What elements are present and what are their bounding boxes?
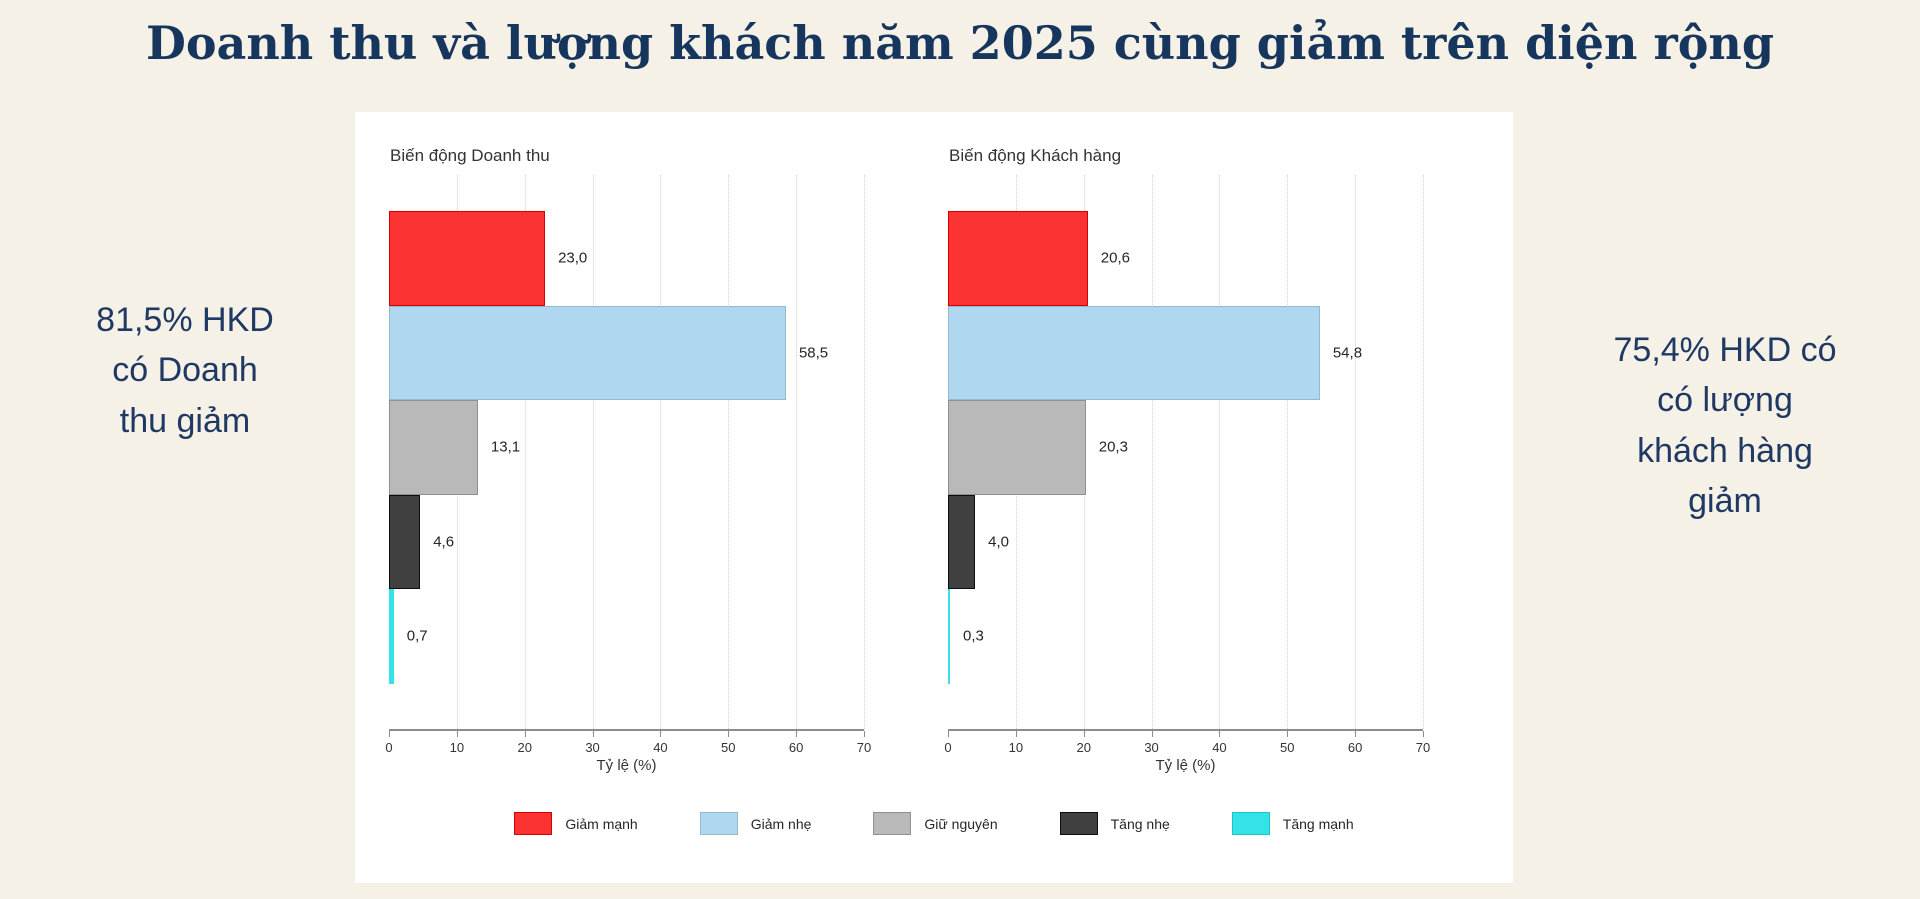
bar-0-2 <box>389 400 478 495</box>
tick-label-x30: 30 <box>1144 740 1159 755</box>
tick-label-x40: 40 <box>1212 740 1227 755</box>
tick-mark-x30 <box>592 731 594 737</box>
gridline-x50 <box>728 175 730 729</box>
legend-label: Tăng mạnh <box>1282 815 1354 832</box>
bar-value-label: 58,5 <box>798 344 829 362</box>
gridline-x20 <box>524 175 526 729</box>
x-axis-label-revenue: Tỷ lệ (%) <box>596 757 657 774</box>
bar-value-label: 0,7 <box>406 627 428 645</box>
tick-label-x70: 70 <box>1415 740 1431 755</box>
gridline-x50 <box>1287 175 1289 729</box>
tick-label-x20: 20 <box>517 740 532 755</box>
bar-value-label: 23,0 <box>558 249 588 267</box>
tick-label-x0: 0 <box>944 740 952 755</box>
chart-panel: Biến động Doanh thu 23,0 58,5 13,1 4,6 0,7 0… <box>355 112 1513 883</box>
plot-area-customers: 20,6 54,8 20,3 4,0 0,3 <box>948 175 1424 729</box>
gridline-x30 <box>1151 175 1153 729</box>
tick-label-x50: 50 <box>721 740 736 755</box>
tick-label-x50: 50 <box>1280 740 1295 755</box>
tick-mark-x60 <box>796 731 798 737</box>
tick-label-x60: 60 <box>1347 740 1363 755</box>
legend-swatch-icon <box>514 812 553 835</box>
legend-item-3: Tăng nhẹ <box>1059 812 1170 835</box>
bar-value-label: 0,3 <box>963 627 984 645</box>
tick-mark-x20 <box>524 731 526 737</box>
bar-value-label: 20,3 <box>1098 438 1128 456</box>
gridline-x30 <box>592 175 594 729</box>
bar-0-4 <box>389 589 394 684</box>
bar-1-3 <box>948 494 976 589</box>
tick-label-x40: 40 <box>653 740 668 755</box>
bar-1-2 <box>948 400 1086 495</box>
bar-0-1 <box>389 305 786 400</box>
bar-value-label: 13,1 <box>490 438 521 456</box>
legend-label: Giảm mạnh <box>565 815 638 832</box>
legend-label: Tăng nhẹ <box>1110 815 1170 832</box>
gridline-x60 <box>796 175 798 729</box>
legend-item-4: Tăng mạnh <box>1231 812 1354 835</box>
x-axis-line <box>389 729 864 731</box>
bar-1-1 <box>948 305 1320 400</box>
legend-label: Giảm nhẹ <box>750 815 812 832</box>
gridline-x60 <box>1355 175 1357 729</box>
tick-mark-x70 <box>1423 731 1424 737</box>
page-title: Doanh thu và lượng khách năm 2025 cùng g… <box>145 16 1775 70</box>
legend-label: Giữ nguyên <box>924 815 998 832</box>
legend-item-2: Giữ nguyên <box>873 812 998 835</box>
annotation-revenue-share: 81,5% HKD có Doanh thu giảm <box>96 301 274 440</box>
bar-value-label: 4,6 <box>433 533 455 551</box>
legend-swatch-icon <box>1231 812 1270 835</box>
gridline-x40 <box>1219 175 1221 729</box>
gridline-x70 <box>1423 175 1424 729</box>
chart-title-revenue: Biến động Doanh thu <box>390 146 550 165</box>
annotation-customer-share: 75,4% HKD có có lượng khách hàng giảm <box>1613 331 1837 520</box>
plot-area-revenue: 23,0 58,5 13,1 4,6 0,7 <box>389 175 865 729</box>
gridline-x40 <box>660 175 662 729</box>
bar-value-label: 54,8 <box>1332 344 1363 362</box>
bar-value-label: 4,0 <box>988 533 1009 551</box>
bar-0-0 <box>389 211 546 306</box>
tick-mark-x50 <box>728 731 730 737</box>
tick-label-x0: 0 <box>385 740 393 755</box>
bar-0-3 <box>389 494 421 589</box>
x-axis-revenue: 0 10 20 30 40 50 60 70 <box>385 729 871 759</box>
tick-label-x30: 30 <box>585 740 600 755</box>
tick-label-x70: 70 <box>856 740 872 755</box>
tick-mark-x10 <box>1015 731 1017 737</box>
tick-mark-x70 <box>864 731 865 737</box>
legend: Giảm mạnh Giảm nhẹ Giữ nguyên Tăng nhẹ Tăng … <box>355 812 1513 835</box>
tick-mark-x20 <box>1083 731 1085 737</box>
chart-title-customers: Biến động Khách hàng <box>949 146 1122 165</box>
gridline-x70 <box>864 175 865 729</box>
chart-customers: Biến động Khách hàng 20,6 54,8 20,3 4,0 0,3 … <box>944 112 1430 883</box>
legend-swatch-icon <box>873 812 912 835</box>
tick-mark-x50 <box>1287 731 1289 737</box>
tick-label-x20: 20 <box>1076 740 1091 755</box>
bar-1-0 <box>948 211 1088 306</box>
tick-label-x10: 10 <box>1008 740 1024 755</box>
legend-swatch-icon <box>699 812 738 835</box>
tick-mark-x60 <box>1355 731 1357 737</box>
tick-mark-x0 <box>948 731 949 737</box>
x-axis-line <box>948 729 1423 731</box>
x-axis-customers: 0 10 20 30 40 50 60 70 <box>944 729 1430 759</box>
tick-mark-x0 <box>389 731 390 737</box>
legend-item-0: Giảm mạnh <box>514 812 638 835</box>
tick-label-x60: 60 <box>788 740 804 755</box>
tick-label-x10: 10 <box>449 740 465 755</box>
legend-swatch-icon <box>1059 812 1098 835</box>
bar-value-label: 20,6 <box>1100 249 1130 267</box>
legend-item-1: Giảm nhẹ <box>699 812 812 835</box>
tick-mark-x10 <box>456 731 458 737</box>
tick-mark-x30 <box>1151 731 1153 737</box>
chart-revenue: Biến động Doanh thu 23,0 58,5 13,1 4,6 0,7 0… <box>385 112 871 883</box>
bar-1-4 <box>948 589 951 684</box>
tick-mark-x40 <box>660 731 662 737</box>
x-axis-label-customers: Tỷ lệ (%) <box>1155 757 1216 774</box>
tick-mark-x40 <box>1219 731 1221 737</box>
